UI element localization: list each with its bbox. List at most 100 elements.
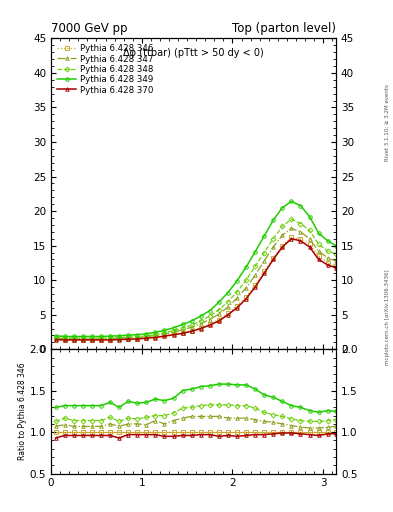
Pythia 6.428 349 [217, 299, 221, 305]
Pythia 6.428 349 [62, 333, 67, 339]
Pythia 6.428 347 [334, 258, 338, 264]
Pythia 6.428 347 [135, 334, 140, 340]
Pythia 6.428 347 [53, 335, 58, 342]
Pythia 6.428 370 [108, 337, 112, 343]
Pythia 6.428 348 [226, 298, 230, 305]
Pythia 6.428 346 [217, 316, 221, 323]
Y-axis label: Ratio to Pythia 6.428 346: Ratio to Pythia 6.428 346 [18, 362, 27, 460]
Pythia 6.428 348 [235, 289, 239, 295]
Pythia 6.428 348 [262, 249, 266, 255]
Pythia 6.428 346 [198, 325, 203, 331]
Line: Pythia 6.428 348: Pythia 6.428 348 [54, 218, 338, 340]
Pythia 6.428 346 [53, 336, 58, 342]
Pythia 6.428 348 [280, 223, 285, 229]
Pythia 6.428 348 [72, 335, 76, 342]
Pythia 6.428 370 [307, 244, 312, 250]
Pythia 6.428 346 [144, 335, 149, 341]
Pythia 6.428 349 [289, 198, 294, 204]
Pythia 6.428 347 [144, 334, 149, 340]
Pythia 6.428 346 [325, 260, 330, 266]
Line: Pythia 6.428 347: Pythia 6.428 347 [54, 227, 338, 340]
Line: Pythia 6.428 349: Pythia 6.428 349 [54, 200, 338, 338]
Pythia 6.428 349 [307, 214, 312, 220]
Pythia 6.428 347 [126, 335, 130, 341]
Pythia 6.428 370 [90, 337, 94, 343]
Pythia 6.428 347 [99, 336, 103, 342]
Pythia 6.428 348 [244, 277, 248, 283]
Pythia 6.428 348 [162, 330, 167, 336]
Pythia 6.428 349 [99, 333, 103, 339]
Pythia 6.428 346 [316, 253, 321, 259]
Line: Pythia 6.428 346: Pythia 6.428 346 [54, 236, 338, 342]
Pythia 6.428 370 [280, 244, 285, 250]
Pythia 6.428 349 [171, 325, 176, 331]
Pythia 6.428 346 [244, 294, 248, 300]
Pythia 6.428 348 [117, 334, 121, 340]
Pythia 6.428 349 [316, 230, 321, 236]
Pythia 6.428 346 [271, 255, 275, 261]
Pythia 6.428 347 [171, 329, 176, 335]
Pythia 6.428 348 [81, 335, 85, 342]
Pythia 6.428 370 [126, 336, 130, 343]
Pythia 6.428 370 [153, 334, 158, 340]
Pythia 6.428 348 [189, 322, 194, 328]
Pythia 6.428 347 [72, 336, 76, 342]
Pythia 6.428 347 [180, 327, 185, 333]
Pythia 6.428 347 [81, 336, 85, 342]
Pythia 6.428 370 [171, 332, 176, 338]
Pythia 6.428 347 [325, 255, 330, 261]
Pythia 6.428 348 [108, 335, 112, 341]
Legend: Pythia 6.428 346, Pythia 6.428 347, Pythia 6.428 348, Pythia 6.428 349, Pythia 6: Pythia 6.428 346, Pythia 6.428 347, Pyth… [55, 42, 154, 96]
Pythia 6.428 348 [153, 332, 158, 338]
Pythia 6.428 349 [108, 333, 112, 339]
Pythia 6.428 346 [162, 332, 167, 338]
Pythia 6.428 370 [253, 284, 257, 290]
Pythia 6.428 348 [325, 248, 330, 254]
Pythia 6.428 370 [72, 337, 76, 343]
Pythia 6.428 349 [153, 329, 158, 335]
Pythia 6.428 349 [162, 327, 167, 333]
Pythia 6.428 349 [189, 318, 194, 324]
Pythia 6.428 349 [334, 243, 338, 249]
Pythia 6.428 349 [208, 308, 212, 314]
Pythia 6.428 347 [62, 335, 67, 342]
Pythia 6.428 347 [108, 335, 112, 342]
Pythia 6.428 348 [316, 241, 321, 247]
Pythia 6.428 346 [62, 336, 67, 343]
Pythia 6.428 370 [180, 330, 185, 336]
Pythia 6.428 370 [81, 337, 85, 343]
Pythia 6.428 347 [316, 248, 321, 254]
Pythia 6.428 346 [189, 328, 194, 334]
Pythia 6.428 347 [235, 295, 239, 301]
Pythia 6.428 349 [180, 322, 185, 328]
Pythia 6.428 349 [72, 333, 76, 339]
Pythia 6.428 349 [126, 332, 130, 338]
Pythia 6.428 346 [117, 336, 121, 342]
Pythia 6.428 348 [307, 227, 312, 233]
Pythia 6.428 347 [271, 244, 275, 250]
Pythia 6.428 348 [217, 307, 221, 313]
Pythia 6.428 370 [53, 336, 58, 343]
Text: Δφ (ttbar) (pTtt > 50 dy < 0): Δφ (ttbar) (pTtt > 50 dy < 0) [123, 48, 264, 58]
Pythia 6.428 349 [144, 331, 149, 337]
Pythia 6.428 348 [198, 318, 203, 324]
Text: mcplots.cern.ch [arXiv:1306.3436]: mcplots.cern.ch [arXiv:1306.3436] [385, 270, 390, 365]
Pythia 6.428 348 [62, 335, 67, 341]
Pythia 6.428 346 [153, 334, 158, 340]
Pythia 6.428 346 [262, 268, 266, 274]
Pythia 6.428 347 [298, 229, 303, 235]
Pythia 6.428 346 [108, 336, 112, 343]
Pythia 6.428 370 [262, 270, 266, 276]
Pythia 6.428 349 [271, 217, 275, 223]
Pythia 6.428 348 [171, 328, 176, 334]
Pythia 6.428 346 [99, 336, 103, 343]
Pythia 6.428 346 [235, 303, 239, 309]
Pythia 6.428 349 [253, 249, 257, 255]
Pythia 6.428 349 [53, 333, 58, 339]
Pythia 6.428 347 [189, 324, 194, 330]
Pythia 6.428 347 [162, 331, 167, 337]
Pythia 6.428 349 [244, 264, 248, 270]
Pythia 6.428 349 [135, 332, 140, 338]
Pythia 6.428 370 [235, 305, 239, 311]
Pythia 6.428 370 [334, 265, 338, 271]
